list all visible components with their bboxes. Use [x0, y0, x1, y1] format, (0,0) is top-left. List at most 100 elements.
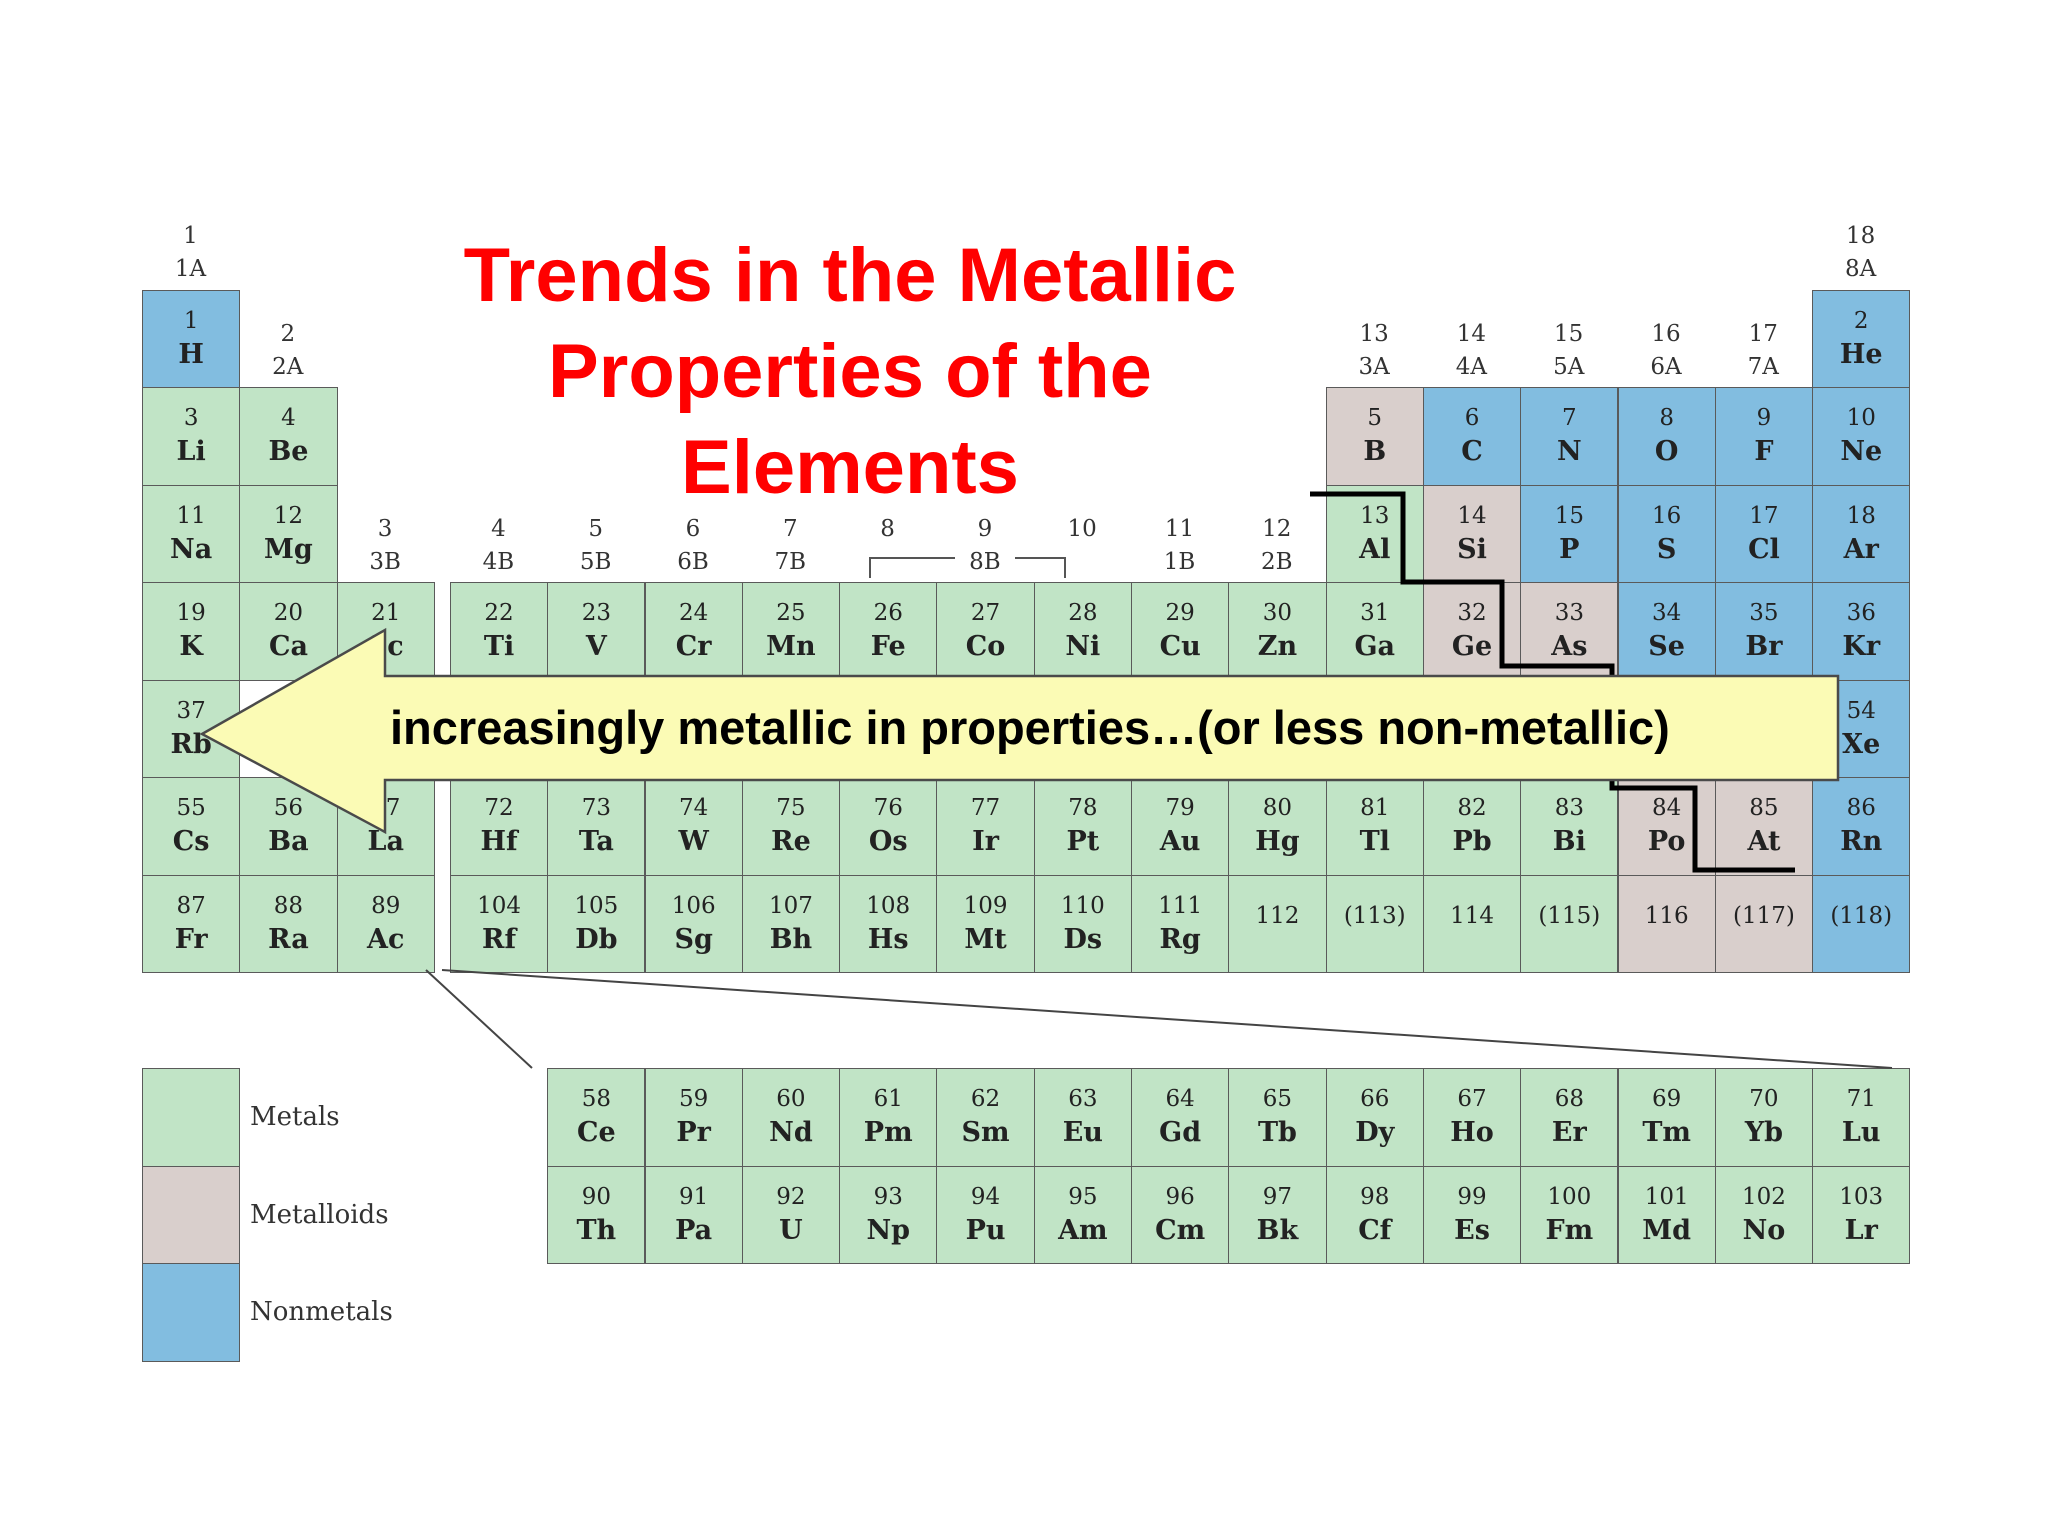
- element-cell: 35 Br: [1714, 582, 1814, 681]
- atomic-number: 3: [183, 405, 199, 431]
- atomic-number: 64: [1165, 1086, 1195, 1112]
- element-symbol: Es: [1454, 1214, 1490, 1246]
- element-cell: 26 Fe: [839, 582, 938, 681]
- group-header: 14 4A: [1423, 318, 1520, 384]
- atomic-number: 92: [776, 1183, 806, 1210]
- atomic-number: 73: [581, 795, 611, 821]
- atomic-number: 56: [273, 795, 304, 821]
- group-number: 8: [880, 515, 895, 542]
- atomic-number: 2: [1853, 307, 1869, 334]
- atomic-number: 81: [1360, 795, 1390, 821]
- group-header: 15 5A: [1520, 318, 1617, 384]
- atomic-number: 71: [1846, 1086, 1876, 1112]
- element-cell: 93 Np: [839, 1165, 938, 1264]
- atomic-number: 104: [477, 892, 521, 919]
- element-symbol: Ho: [1450, 1117, 1494, 1148]
- element-symbol: Na: [170, 533, 213, 565]
- element-symbol: Rg: [1159, 923, 1201, 955]
- element-symbol: Po: [1647, 826, 1686, 857]
- atomic-number: 29: [1165, 600, 1195, 626]
- element-cell: 19 K: [142, 582, 241, 681]
- group-header: 9 8B: [936, 513, 1033, 579]
- element-symbol: Am: [1058, 1214, 1108, 1246]
- atomic-number: 70: [1749, 1086, 1779, 1112]
- element-symbol: Sm: [961, 1117, 1010, 1148]
- atomic-number: (115): [1538, 902, 1601, 929]
- group-header: 4 4B: [450, 513, 547, 579]
- atomic-number: 8: [1659, 405, 1674, 431]
- group-family: 4B: [482, 548, 515, 575]
- element-cell: (113): [1325, 874, 1424, 973]
- element-cell: 83 Bi: [1520, 777, 1619, 876]
- atomic-number: 116: [1644, 902, 1689, 929]
- f-block-connector-line: [441, 969, 1893, 1069]
- atomic-number: 28: [1068, 600, 1098, 626]
- atomic-number: 101: [1644, 1183, 1689, 1210]
- element-symbol: H: [178, 338, 204, 370]
- element-symbol: Pm: [863, 1117, 913, 1148]
- element-cell: 116: [1617, 874, 1716, 973]
- atomic-number: 18: [1846, 502, 1876, 529]
- element-symbol: Be: [268, 436, 309, 467]
- atomic-number: 112: [1255, 902, 1300, 929]
- element-symbol: Cr: [675, 631, 712, 662]
- element-cell: 75 Re: [741, 777, 841, 876]
- element-cell: 109 Mt: [936, 874, 1035, 973]
- element-symbol: B: [1363, 436, 1387, 467]
- element-symbol: Ar: [1843, 533, 1879, 565]
- atomic-number: 93: [873, 1183, 903, 1210]
- element-symbol: Fr: [174, 923, 208, 955]
- group-family: 2A: [272, 353, 304, 380]
- group-family: 6A: [1650, 353, 1682, 380]
- atomic-number: 74: [679, 795, 709, 821]
- atomic-number: 25: [776, 600, 806, 626]
- group-header: 18 8A: [1812, 220, 1909, 286]
- group-number: 4: [491, 515, 506, 542]
- atomic-number: 11: [176, 502, 206, 529]
- element-cell: (117): [1714, 874, 1814, 973]
- element-cell: 16 S: [1617, 484, 1716, 583]
- group-header: 8: [839, 513, 936, 579]
- group-header: 2 2A: [239, 318, 336, 384]
- element-cell: 14 Si: [1422, 484, 1522, 583]
- element-symbol: Er: [1551, 1117, 1587, 1148]
- atomic-number: 72: [484, 795, 514, 821]
- element-symbol: Tb: [1257, 1117, 1297, 1148]
- element-symbol: Lu: [1841, 1117, 1881, 1148]
- element-cell: (118): [1812, 874, 1911, 973]
- element-cell: 20 Ca: [239, 582, 338, 681]
- atomic-number: 109: [963, 892, 1008, 919]
- element-cell: (115): [1520, 874, 1619, 973]
- atomic-number: 6: [1464, 405, 1480, 431]
- element-symbol: Db: [575, 923, 618, 955]
- legend-swatch-metalloid: [142, 1165, 241, 1264]
- atomic-number: 69: [1652, 1086, 1682, 1112]
- element-cell: 24 Cr: [644, 582, 743, 681]
- element-cell: 32 Ge: [1422, 582, 1522, 681]
- element-symbol: U: [779, 1214, 803, 1246]
- element-symbol: Pu: [965, 1214, 1006, 1246]
- element-symbol: Tm: [1642, 1117, 1691, 1148]
- element-cell: 69 Tm: [1617, 1068, 1716, 1167]
- element-symbol: Tl: [1359, 826, 1390, 857]
- atomic-number: 97: [1262, 1183, 1293, 1210]
- element-symbol: Hf: [480, 826, 518, 857]
- atomic-number: 14: [1457, 502, 1487, 529]
- atomic-number: 16: [1652, 502, 1682, 529]
- element-cell: 80 Hg: [1228, 777, 1327, 876]
- group-number: 17: [1748, 320, 1778, 347]
- element-cell: 79 Au: [1131, 777, 1230, 876]
- element-cell: 87 Fr: [142, 874, 241, 973]
- atomic-number: 24: [679, 600, 709, 626]
- legend-label-nonmetal: Nonmetals: [250, 1297, 393, 1327]
- atomic-number: 77: [970, 795, 1001, 821]
- atomic-number: 96: [1165, 1183, 1195, 1210]
- element-cell: 65 Tb: [1228, 1068, 1327, 1167]
- atomic-number: 35: [1749, 600, 1779, 626]
- f-block-connector-line: [425, 969, 533, 1069]
- atomic-number: 100: [1547, 1183, 1592, 1210]
- element-symbol: Bi: [1552, 826, 1586, 857]
